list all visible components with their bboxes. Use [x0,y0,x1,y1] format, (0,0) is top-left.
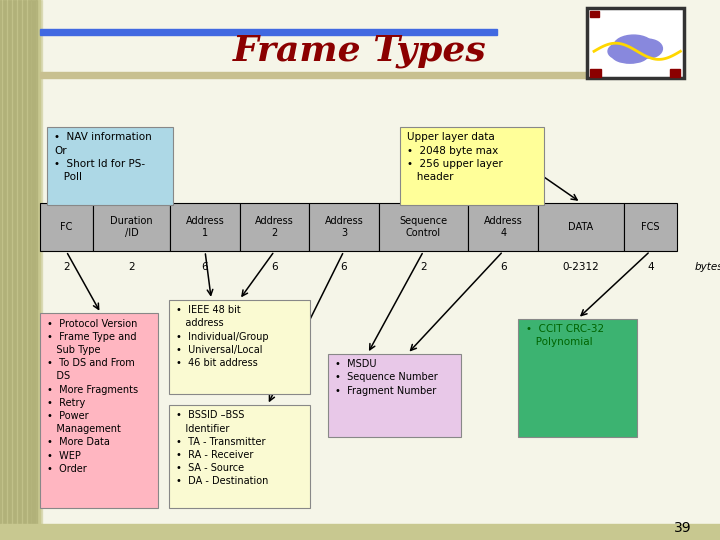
Text: FCS: FCS [641,222,660,232]
Bar [5,0,6,540]
Bar [47,127,173,205]
FancyBboxPatch shape [587,8,684,78]
Bar [30,0,32,540]
Bar [590,69,601,77]
Text: 39: 39 [674,521,691,535]
Bar [240,202,309,251]
Bar [23,0,24,540]
Text: •  BSSID –BSS
   Identifier
•  TA - Transmitter
•  RA - Receiver
•  SA - Source
: • BSSID –BSS Identifier • TA - Transmitt… [176,410,269,487]
Text: •  NAV information
Or
•  Short Id for PS-
   Poll: • NAV information Or • Short Id for PS- … [54,132,152,182]
Bar [20,0,22,540]
Bar [4,0,6,540]
Bar [670,69,680,77]
Text: 6: 6 [202,262,208,272]
Bar [22,0,23,540]
Bar [0,0,1,540]
Bar [93,202,171,251]
Bar [40,72,673,78]
Text: Sequence
Control: Sequence Control [400,216,448,238]
Bar [40,29,497,35]
Text: •  Protocol Version
•  Frame Type and
   Sub Type
•  To DS and From
   DS
•  Mor: • Protocol Version • Frame Type and Sub … [47,319,138,474]
Text: Address
2: Address 2 [255,216,294,238]
Bar [590,11,599,17]
Text: 2: 2 [63,262,69,272]
Bar [538,202,624,251]
Ellipse shape [634,39,662,58]
Text: Address
4: Address 4 [484,216,523,238]
Text: 0-2312: 0-2312 [562,262,599,272]
Bar [39,0,40,540]
Bar [518,319,637,437]
Ellipse shape [614,35,654,57]
Bar [400,127,544,205]
Bar [169,300,310,394]
Bar [35,0,36,540]
Bar [33,0,34,540]
Bar [469,202,538,251]
Bar [40,313,158,508]
Text: FC: FC [60,222,72,232]
Text: Upper layer data
•  2048 byte max
•  256 upper layer
   header: Upper layer data • 2048 byte max • 256 u… [407,132,503,182]
Text: bytes: bytes [695,262,720,272]
Bar [25,0,27,540]
Text: 2: 2 [128,262,135,272]
Ellipse shape [608,43,634,59]
Bar [35,0,37,540]
Bar [6,0,7,540]
Bar [32,0,33,540]
Bar [41,0,42,540]
Bar [0,524,720,540]
Text: 2: 2 [420,262,427,272]
Text: Duration
/ID: Duration /ID [110,216,153,238]
Text: •  IEEE 48 bit
   address
•  Individual/Group
•  Universal/Local
•  46 bit addre: • IEEE 48 bit address • Individual/Group… [176,305,269,368]
Bar [11,0,12,540]
Bar [379,202,469,251]
Text: DATA: DATA [568,222,593,232]
Bar [15,0,17,540]
Bar [13,0,14,540]
Text: •  CCIT CRC-32
   Polynomial: • CCIT CRC-32 Polynomial [526,324,604,347]
Text: 6: 6 [341,262,347,272]
Ellipse shape [612,47,648,63]
Bar [13,0,14,540]
Text: 4: 4 [647,262,654,272]
Text: 6: 6 [500,262,506,272]
Bar [15,0,17,540]
Bar [7,0,9,540]
Text: Frame Types: Frame Types [233,35,487,68]
Text: Address
1: Address 1 [186,216,225,238]
Bar [26,0,27,540]
Bar [0,0,1,540]
Bar [3,0,4,540]
Bar [17,0,19,540]
Text: Address
3: Address 3 [325,216,364,238]
Bar [17,0,19,540]
Bar [19,0,21,540]
Bar [0,0,40,540]
Bar [37,0,38,540]
Text: 6: 6 [271,262,278,272]
Bar [328,354,461,437]
Bar [30,0,32,540]
Text: •  MSDU
•  Sequence Number
•  Fragment Number: • MSDU • Sequence Number • Fragment Numb… [335,359,438,395]
Bar [10,0,12,540]
Bar [169,405,310,508]
Bar [309,202,379,251]
Bar [40,202,93,251]
Bar [2,0,4,540]
Bar [9,0,10,540]
Bar [28,0,29,540]
Bar [624,202,677,251]
Bar [171,202,240,251]
Bar [27,0,29,540]
